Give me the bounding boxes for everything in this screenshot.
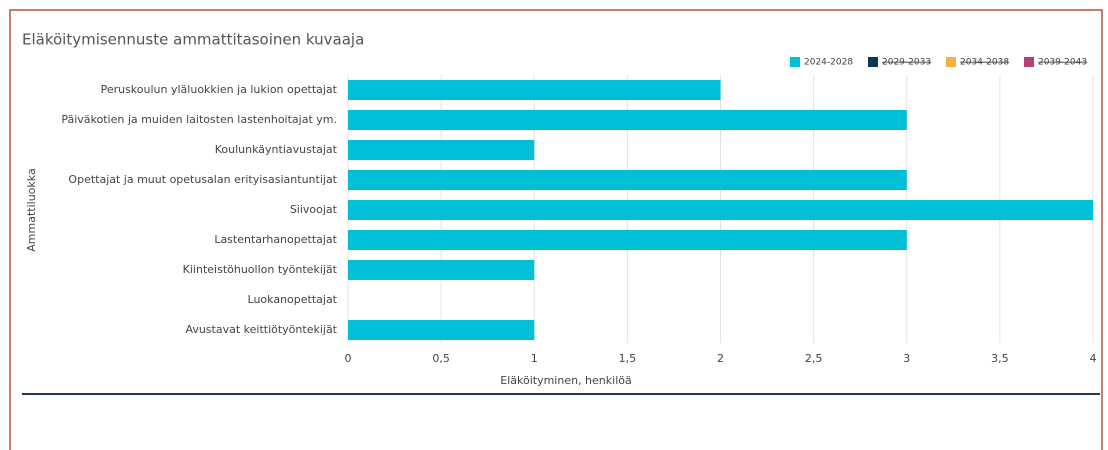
bar bbox=[348, 110, 907, 130]
x-tick-label: 2,5 bbox=[805, 352, 823, 365]
frame bbox=[9, 9, 1103, 450]
bar bbox=[348, 80, 721, 100]
x-axis-title: Eläköityminen, henkilöä bbox=[500, 374, 631, 387]
y-tick-label: Siivoojat bbox=[290, 203, 338, 216]
x-tick-label: 1 bbox=[531, 352, 538, 365]
legend-swatch[interactable] bbox=[946, 57, 956, 67]
y-tick-label: Lastentarhanopettajat bbox=[214, 233, 337, 246]
x-tick-label: 4 bbox=[1090, 352, 1097, 365]
y-tick-label: Avustavat keittiötyöntekijät bbox=[185, 323, 337, 336]
y-tick-label: Koulunkäyntiavustajat bbox=[215, 143, 338, 156]
y-tick-label: Peruskoulun yläluokkien ja lukion opetta… bbox=[101, 83, 338, 96]
legend-label[interactable]: 2029-2033 bbox=[882, 58, 931, 68]
legend-swatch[interactable] bbox=[868, 57, 878, 67]
x-tick-label: 3 bbox=[903, 352, 910, 365]
bar bbox=[348, 170, 907, 190]
x-tick-label: 0,5 bbox=[432, 352, 450, 365]
bar bbox=[348, 260, 535, 280]
legend-label[interactable]: 2034-2038 bbox=[960, 58, 1009, 68]
y-axis-title: Ammattiluokka bbox=[25, 168, 38, 251]
y-tick-label: Opettajat ja muut opetusalan erityisasia… bbox=[68, 173, 337, 186]
bar bbox=[348, 230, 907, 250]
y-tick-label: Luokanopettajat bbox=[248, 293, 338, 306]
legend-label[interactable]: 2039-2043 bbox=[1038, 58, 1087, 68]
x-tick-label: 1,5 bbox=[619, 352, 637, 365]
bar bbox=[348, 140, 535, 160]
legend-swatch[interactable] bbox=[1024, 57, 1034, 67]
y-tick-label: Kiinteistöhuollon työntekijät bbox=[183, 263, 338, 276]
legend-swatch[interactable] bbox=[790, 57, 800, 67]
x-tick-label: 2 bbox=[717, 352, 724, 365]
bar bbox=[348, 200, 1093, 220]
bar bbox=[348, 320, 535, 340]
chart-title: Eläköitymisennuste ammattitasoinen kuvaa… bbox=[22, 31, 364, 49]
y-tick-label: Päiväkotien ja muiden laitosten lastenho… bbox=[61, 113, 337, 126]
x-tick-label: 3,5 bbox=[991, 352, 1009, 365]
x-tick-label: 0 bbox=[345, 352, 352, 365]
legend-label[interactable]: 2024-2028 bbox=[804, 58, 853, 68]
